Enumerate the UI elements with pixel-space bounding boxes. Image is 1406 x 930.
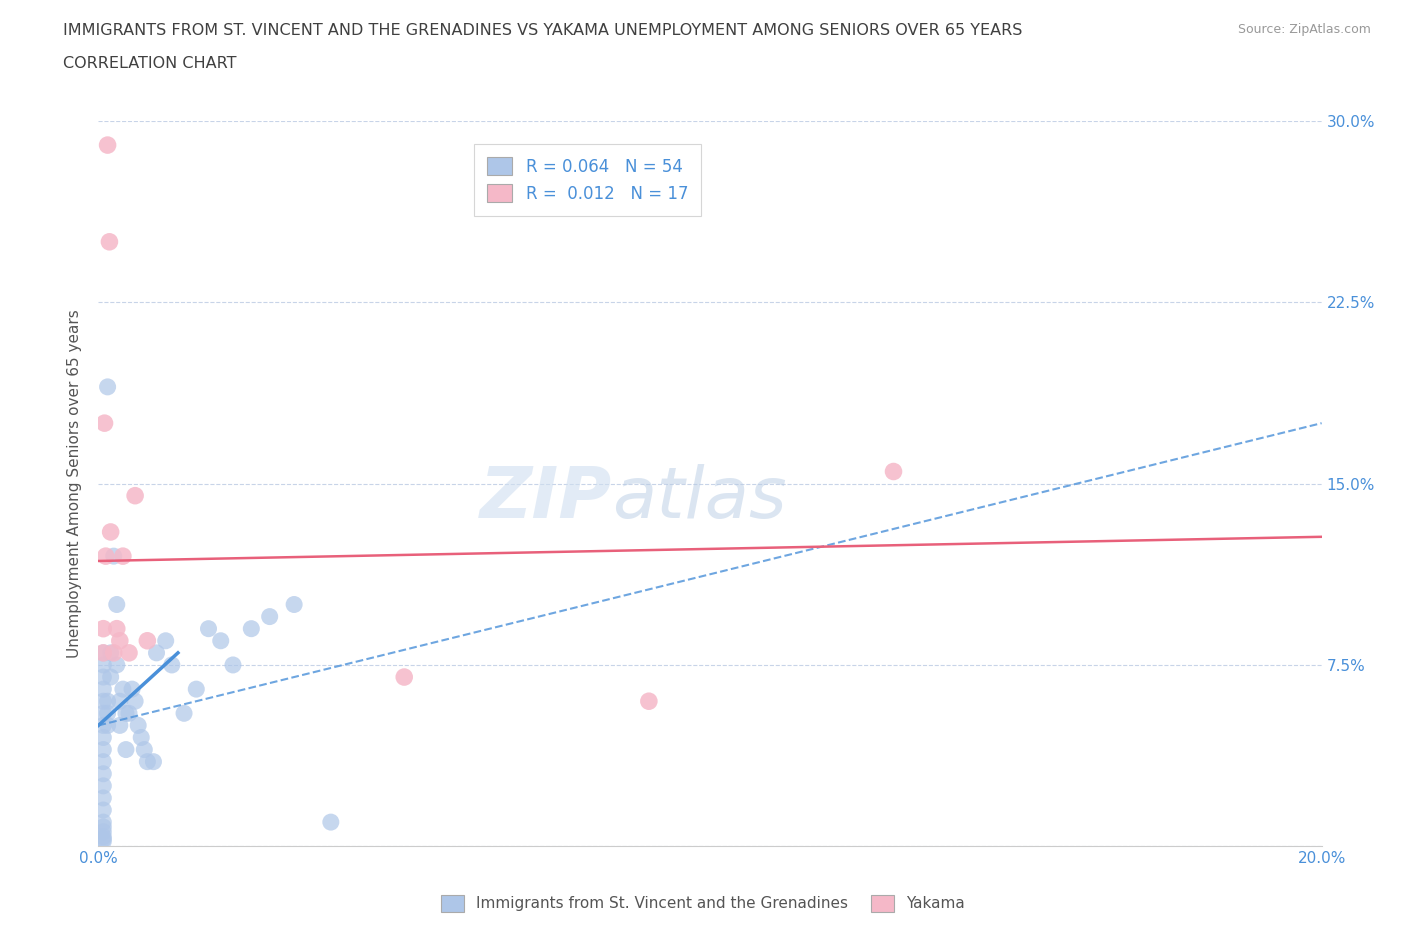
Point (134, 742, 156, 757)
Point (91, 819, 114, 834)
Point (91, 830, 114, 844)
Point (91, 670, 114, 684)
Point (173, 706, 195, 721)
Legend: Immigrants from St. Vincent and the Grenadines, Yakama: Immigrants from St. Vincent and the Gren… (434, 889, 972, 918)
Point (91, 645, 114, 660)
Point (91, 778, 114, 793)
Point (91, 754, 114, 769)
Point (97, 138, 120, 153)
Point (283, 597, 305, 612)
Point (105, 621, 128, 636)
Point (91, 824, 114, 839)
Point (103, 645, 125, 660)
Text: IMMIGRANTS FROM ST. VINCENT AND THE GRENADINES VS YAKAMA UNEMPLOYMENT AMONG SENI: IMMIGRANTS FROM ST. VINCENT AND THE GREN… (63, 23, 1022, 38)
Point (91, 718, 114, 733)
Point (91, 730, 114, 745)
Point (136, 633, 159, 648)
Point (91, 834, 114, 849)
Point (91, 790, 114, 805)
Text: CORRELATION CHART: CORRELATION CHART (63, 56, 236, 71)
Point (108, 633, 131, 648)
Point (93, 416, 115, 431)
Point (108, 718, 131, 733)
Point (91, 803, 114, 817)
Point (100, 525, 122, 539)
Point (97, 718, 120, 733)
Point (145, 645, 167, 660)
Point (319, 815, 342, 830)
Y-axis label: Unemployment Among Seniors over 65 years: Unemployment Among Seniors over 65 years (67, 309, 83, 658)
Point (105, 658, 128, 672)
Point (97, 379, 120, 394)
Point (91, 742, 114, 757)
Point (136, 754, 159, 769)
Text: ZIP: ZIP (479, 464, 612, 533)
Point (197, 621, 219, 636)
Point (105, 597, 128, 612)
Point (160, 658, 183, 672)
Point (118, 645, 141, 660)
Point (142, 754, 165, 769)
Point (259, 609, 281, 624)
Point (115, 706, 138, 721)
Point (91, 621, 114, 636)
Point (103, 549, 125, 564)
Point (121, 682, 143, 697)
Point (118, 706, 141, 721)
Point (155, 633, 177, 648)
Point (91, 815, 114, 830)
Legend: R = 0.064   N = 54, R =  0.012   N = 17: R = 0.064 N = 54, R = 0.012 N = 17 (474, 144, 702, 216)
Point (124, 694, 146, 709)
Text: Source: ZipAtlas.com: Source: ZipAtlas.com (1237, 23, 1371, 36)
Point (91, 682, 114, 697)
Point (100, 645, 122, 660)
Point (94, 549, 117, 564)
Point (240, 621, 263, 636)
Point (392, 670, 416, 684)
Point (91, 706, 114, 721)
Point (127, 718, 149, 733)
Point (209, 633, 232, 648)
Point (91, 658, 114, 672)
Point (115, 742, 138, 757)
Point (637, 694, 661, 709)
Point (124, 488, 146, 503)
Point (97, 694, 120, 709)
Point (111, 682, 134, 697)
Point (91, 645, 114, 660)
Point (111, 549, 134, 564)
Point (108, 694, 131, 709)
Point (100, 670, 122, 684)
Point (91, 766, 114, 781)
Point (186, 682, 208, 697)
Point (91, 831, 114, 846)
Point (883, 464, 905, 479)
Point (98, 234, 121, 249)
Text: atlas: atlas (612, 464, 787, 533)
Point (222, 658, 245, 672)
Point (91, 694, 114, 709)
Point (97, 706, 120, 721)
Point (129, 730, 152, 745)
